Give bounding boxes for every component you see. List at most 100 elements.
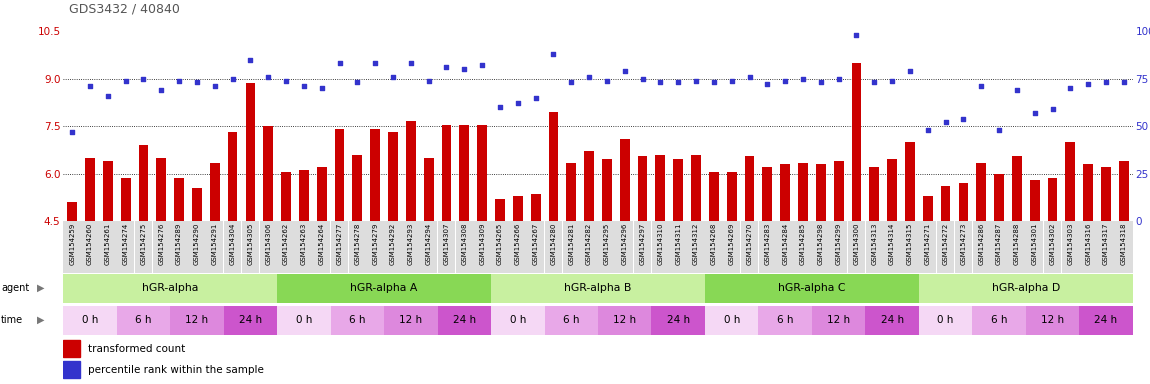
Text: 6 h: 6 h <box>991 314 1007 324</box>
Bar <box>384 306 438 335</box>
Bar <box>63 306 117 335</box>
Bar <box>442 124 452 221</box>
Bar <box>922 196 933 221</box>
Bar <box>367 221 384 273</box>
Text: GSM154300: GSM154300 <box>853 223 859 265</box>
Bar <box>1026 306 1079 335</box>
Text: 24 h: 24 h <box>453 314 476 324</box>
Text: GSM154277: GSM154277 <box>337 223 343 265</box>
Bar <box>1079 306 1133 335</box>
Bar <box>281 172 291 221</box>
Text: GSM154294: GSM154294 <box>426 223 431 265</box>
Bar <box>652 221 669 273</box>
Point <box>277 78 296 84</box>
Point <box>116 78 135 84</box>
Text: GSM154288: GSM154288 <box>1014 223 1020 265</box>
Bar <box>527 221 544 273</box>
Bar <box>634 221 651 273</box>
Bar <box>63 361 80 378</box>
Point <box>348 79 367 86</box>
Bar <box>705 221 722 273</box>
Bar <box>994 174 1004 221</box>
Bar <box>705 274 919 303</box>
Text: GSM154310: GSM154310 <box>658 223 664 265</box>
Point <box>491 104 509 110</box>
Text: GSM154299: GSM154299 <box>836 223 842 265</box>
Text: GSM154284: GSM154284 <box>782 223 788 265</box>
Text: 0 h: 0 h <box>296 314 312 324</box>
Bar <box>848 221 865 273</box>
Bar <box>477 124 488 221</box>
Bar <box>616 221 634 273</box>
Point <box>705 79 723 86</box>
Text: GSM154261: GSM154261 <box>105 223 110 265</box>
Point <box>990 127 1009 133</box>
Point <box>900 68 919 74</box>
Text: GSM154313: GSM154313 <box>872 223 877 265</box>
Bar <box>759 221 776 273</box>
Text: GSM154306: GSM154306 <box>266 223 271 265</box>
Text: 12 h: 12 h <box>827 314 850 324</box>
Bar <box>581 221 598 273</box>
Point <box>401 60 420 66</box>
Text: 24 h: 24 h <box>667 314 690 324</box>
Text: GSM154303: GSM154303 <box>1067 223 1073 265</box>
Text: GSM154262: GSM154262 <box>283 223 289 265</box>
Text: 0 h: 0 h <box>82 314 98 324</box>
Text: hGR-alpha B: hGR-alpha B <box>565 283 631 293</box>
Bar <box>759 306 812 335</box>
Text: GSM154304: GSM154304 <box>230 223 236 265</box>
Text: GSM154273: GSM154273 <box>960 223 966 265</box>
Bar <box>296 221 313 273</box>
Bar <box>1065 142 1075 221</box>
Text: GSM154280: GSM154280 <box>551 223 557 265</box>
Point <box>615 68 634 74</box>
Point <box>669 79 688 86</box>
Text: GSM154283: GSM154283 <box>765 223 770 265</box>
Point <box>81 83 99 89</box>
Text: GSM154271: GSM154271 <box>925 223 930 265</box>
Text: GSM154298: GSM154298 <box>818 223 823 265</box>
Bar <box>224 221 241 273</box>
Text: 24 h: 24 h <box>239 314 262 324</box>
Point <box>936 119 954 126</box>
Bar <box>866 221 883 273</box>
Point <box>1097 79 1116 86</box>
Bar <box>741 221 758 273</box>
Point <box>527 94 545 101</box>
Text: GSM154315: GSM154315 <box>907 223 913 265</box>
Point <box>259 74 277 80</box>
Bar <box>1012 156 1022 221</box>
Bar <box>313 221 330 273</box>
Text: GSM154272: GSM154272 <box>943 223 949 265</box>
Point <box>508 100 527 106</box>
Bar <box>705 306 759 335</box>
Bar <box>972 306 1026 335</box>
Bar <box>958 183 968 221</box>
Bar <box>82 221 99 273</box>
Point <box>63 129 82 135</box>
Point <box>793 76 812 82</box>
Bar <box>919 306 973 335</box>
Point <box>294 83 313 89</box>
Point <box>829 76 848 82</box>
Point <box>812 79 830 86</box>
Bar <box>776 221 793 273</box>
Text: 24 h: 24 h <box>1095 314 1118 324</box>
Text: GSM154281: GSM154281 <box>568 223 574 265</box>
Bar <box>919 274 1133 303</box>
Point <box>848 32 866 38</box>
Bar <box>174 179 184 221</box>
Text: GSM154279: GSM154279 <box>373 223 378 265</box>
Text: GSM154264: GSM154264 <box>319 223 324 265</box>
Bar <box>102 161 113 221</box>
Point <box>598 78 616 84</box>
Bar <box>277 221 294 273</box>
Text: GSM154290: GSM154290 <box>194 223 200 265</box>
Bar <box>598 221 615 273</box>
Bar <box>812 306 866 335</box>
Text: percentile rank within the sample: percentile rank within the sample <box>87 364 263 374</box>
Bar <box>206 221 223 273</box>
Bar <box>63 340 80 357</box>
Text: GSM154295: GSM154295 <box>604 223 610 265</box>
